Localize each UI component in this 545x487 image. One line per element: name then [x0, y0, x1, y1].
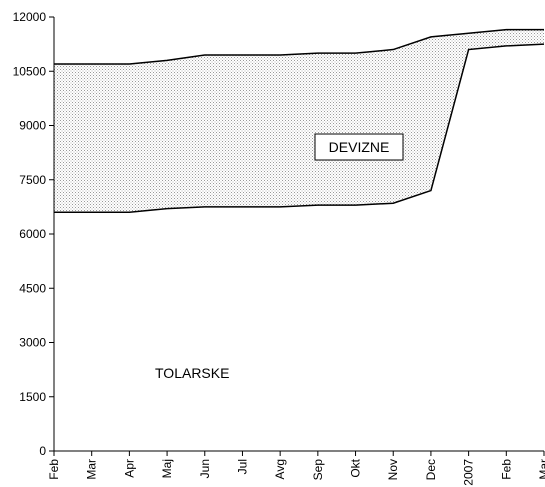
- tolarske-area: [54, 44, 544, 451]
- x-tick-label: Okt: [349, 458, 363, 477]
- y-tick-label: 12000: [13, 10, 47, 24]
- y-tick-label: 3000: [19, 336, 46, 350]
- y-tick-label: 7500: [19, 173, 46, 187]
- x-tick-label: Sep: [311, 459, 325, 481]
- y-tick-label: 0: [39, 444, 46, 458]
- x-tick-label: Mar: [85, 459, 99, 480]
- x-tick-label: Jun: [198, 459, 212, 478]
- x-tick-label: Mar: [537, 459, 545, 480]
- x-tick-label: Apr: [122, 459, 136, 478]
- devizne-label-box: [314, 133, 404, 161]
- x-tick-label: Avg: [273, 459, 287, 479]
- tolarske-label: TOLARSKE: [155, 365, 229, 381]
- x-tick-label: Dec: [424, 459, 438, 480]
- x-tick-label: 2007: [462, 459, 476, 486]
- x-tick-label: Jul: [235, 459, 249, 474]
- x-tick-label: Feb: [499, 459, 513, 480]
- total-line: [54, 28, 544, 65]
- y-tick-label: 1500: [19, 390, 46, 404]
- tolarske-line: [54, 43, 545, 214]
- y-tick-label: 10500: [13, 64, 47, 78]
- x-tick-label: Nov: [386, 459, 400, 480]
- y-tick-label: 4500: [19, 281, 46, 295]
- x-tick-label: Maj: [160, 459, 174, 478]
- y-tick-label: 9000: [19, 119, 46, 133]
- devizne-label: DEVIZNE: [329, 139, 390, 155]
- devizne-area: [54, 29, 544, 213]
- y-tick-label: 6000: [19, 227, 46, 241]
- x-tick-label: Feb: [47, 459, 61, 480]
